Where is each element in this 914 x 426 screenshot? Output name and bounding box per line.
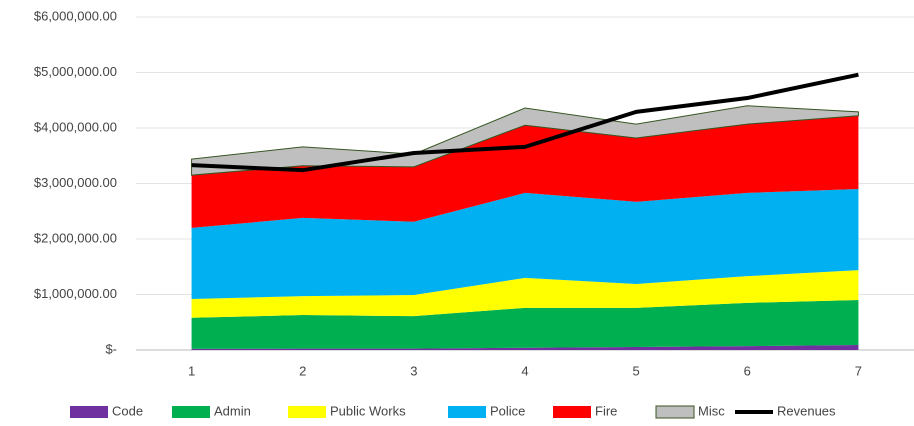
y-tick-label: $2,000,000.00 [34,230,117,245]
x-tick-label: 4 [521,363,528,378]
area [191,189,859,299]
y-tick-label: $1,000,000.00 [34,286,117,301]
legend-swatch [172,406,210,418]
y-tick-label: $4,000,000.00 [34,119,117,134]
area [191,115,859,228]
legend-swatch [288,406,326,418]
legend-label: Code [112,403,143,418]
x-tick-label: 2 [299,363,306,378]
legend-swatch [553,406,591,418]
legend-label: Admin [214,403,251,418]
x-tick-label: 5 [633,363,640,378]
revenue-line [191,72,859,173]
x-tick-label: 7 [855,363,862,378]
legend-swatch [70,406,108,418]
legend-label: Revenues [777,403,836,418]
x-tick-label: 1 [188,363,195,378]
area [191,300,859,349]
legend-label: Misc [698,403,725,418]
legend-swatch [655,405,695,419]
legend-swatch [448,406,486,418]
legend-label: Public Works [330,403,406,418]
x-tick-label: 3 [410,363,417,378]
y-tick-label: $6,000,000.00 [34,8,117,23]
y-tick-label: $3,000,000.00 [34,175,117,190]
y-tick-label: $- [105,341,117,356]
area [191,270,859,318]
y-tick-label: $5,000,000.00 [34,64,117,79]
legend-label: Police [490,403,525,418]
legend-label: Fire [595,403,617,418]
x-tick-label: 6 [744,363,751,378]
area [191,345,859,350]
